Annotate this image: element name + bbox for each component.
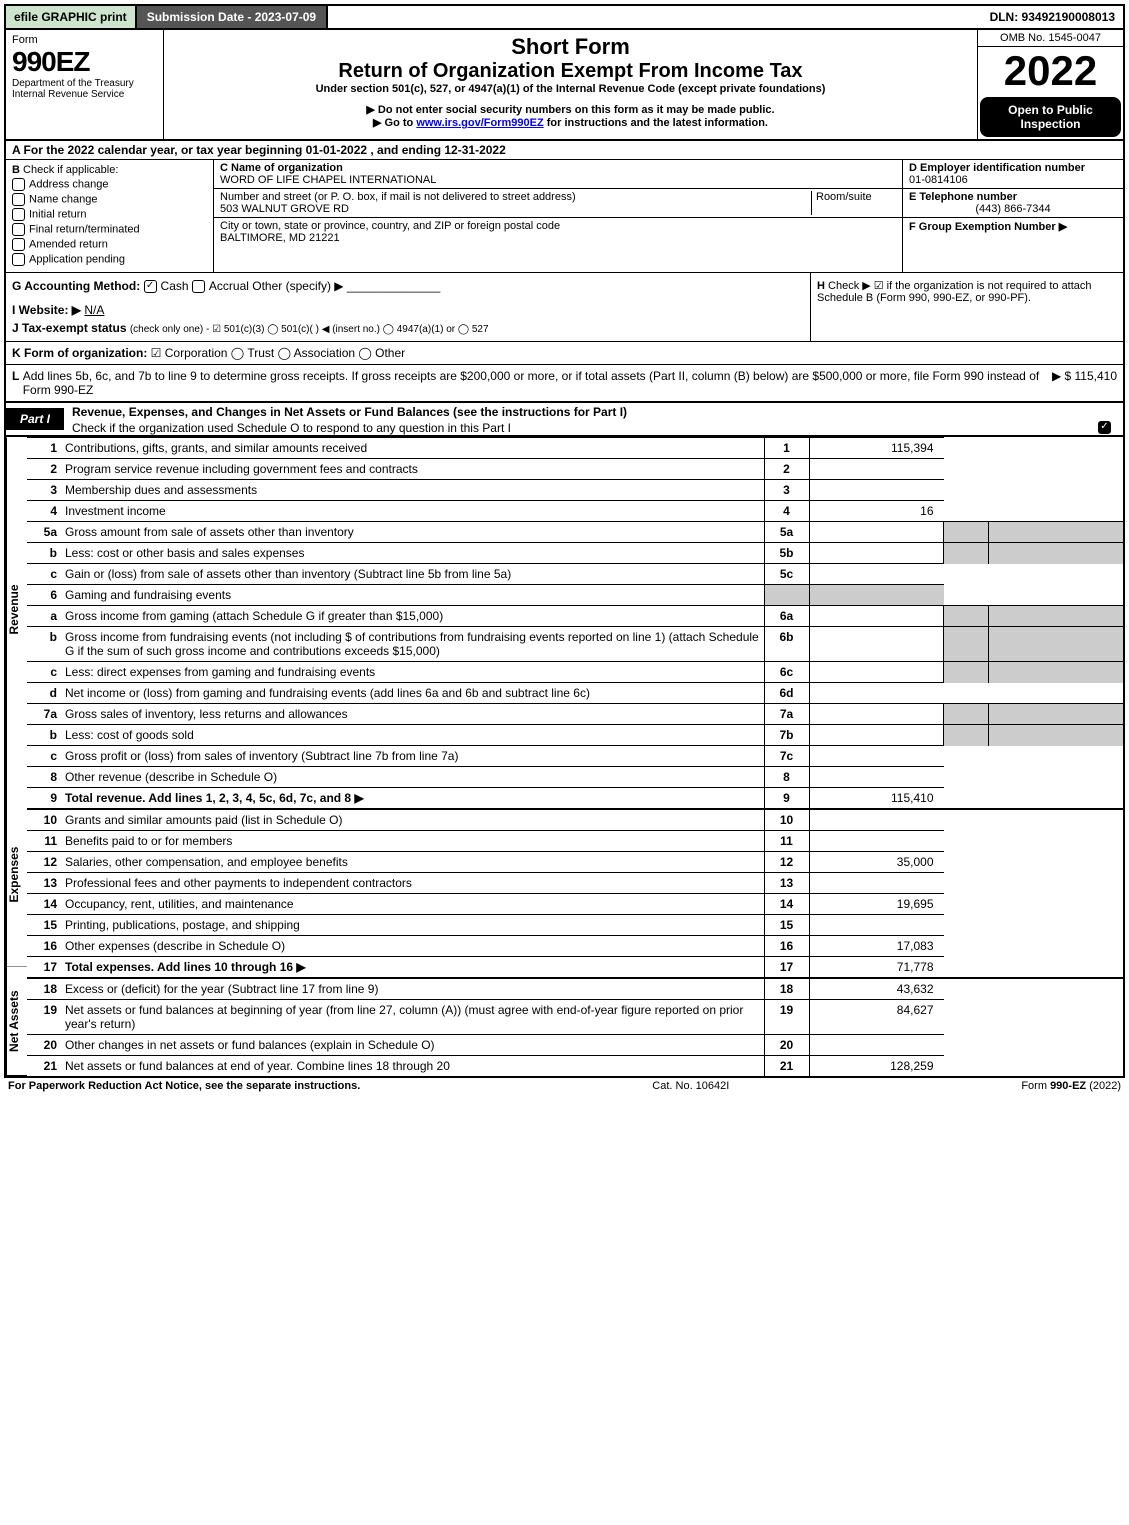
header-right: OMB No. 1545-0047 2022 Open to Public In… <box>977 30 1123 139</box>
f-label: F Group Exemption Number ▶ <box>909 221 1067 233</box>
checkbox-icon[interactable] <box>12 223 25 236</box>
checkbox-icon[interactable] <box>12 238 25 251</box>
checkbox-checked-icon[interactable] <box>144 280 157 293</box>
check-initial[interactable]: Initial return <box>12 208 207 221</box>
dln: DLN: 93492190008013 <box>982 6 1123 28</box>
room-suite: Room/suite <box>811 191 896 215</box>
footer-left: For Paperwork Reduction Act Notice, see … <box>8 1080 360 1092</box>
checkbox-icon[interactable] <box>12 208 25 221</box>
subtitle: Return of Organization Exempt From Incom… <box>168 60 973 83</box>
net-assets-label: Net Assets <box>6 967 27 1076</box>
l-amount: ▶ $ 115,410 <box>1052 369 1117 397</box>
section-l: L Add lines 5b, 6c, and 7b to line 9 to … <box>6 365 1123 401</box>
omb: OMB No. 1545-0047 <box>978 30 1123 47</box>
efile-print-button[interactable]: efile GRAPHIC print <box>6 6 137 28</box>
part-1-label: Part I <box>6 408 64 430</box>
l-label: L <box>12 369 19 397</box>
part-1-title: Revenue, Expenses, and Changes in Net As… <box>64 403 1123 421</box>
spacer <box>328 6 981 28</box>
phone: (443) 866-7344 <box>909 203 1117 215</box>
cash-label: Cash <box>161 279 189 293</box>
k-label: K Form of organization: <box>12 346 147 360</box>
header: Form 990EZ Department of the Treasury In… <box>6 30 1123 141</box>
b-label: B <box>12 164 20 176</box>
checkbox-checked-icon[interactable] <box>1098 421 1111 434</box>
section-c: C Name of organization WORD OF LIFE CHAP… <box>214 160 902 272</box>
section-k: K Form of organization: ☑ Corporation ◯ … <box>6 342 1123 365</box>
form-number: 990EZ <box>12 46 157 78</box>
part-1-check-text: Check if the organization used Schedule … <box>72 421 511 435</box>
footer-right: Form 990-EZ (2022) <box>1021 1080 1121 1092</box>
h-text: Check ▶ ☑ if the organization is not req… <box>817 280 1092 304</box>
check-name[interactable]: Name change <box>12 193 207 206</box>
submission-date: Submission Date - 2023-07-09 <box>137 6 328 28</box>
footer: For Paperwork Reduction Act Notice, see … <box>4 1078 1125 1094</box>
k-text: ☑ Corporation ◯ Trust ◯ Association ◯ Ot… <box>151 346 405 360</box>
accrual-label: Accrual <box>209 279 249 293</box>
j-text: (check only one) - ☑ 501(c)(3) ◯ 501(c)(… <box>130 324 489 335</box>
bullet-1: ▶ Do not enter social security numbers o… <box>168 103 973 116</box>
b-check-label: Check if applicable: <box>23 164 118 176</box>
check-address[interactable]: Address change <box>12 178 207 191</box>
part-1-header: Part I Revenue, Expenses, and Changes in… <box>6 401 1123 437</box>
l-text: Add lines 5b, 6c, and 7b to line 9 to de… <box>23 369 1052 397</box>
city: BALTIMORE, MD 21221 <box>220 232 340 244</box>
irs: Internal Revenue Service <box>12 89 157 100</box>
header-left: Form 990EZ Department of the Treasury In… <box>6 30 164 139</box>
bullet-2: ▶ Go to www.irs.gov/Form990EZ for instru… <box>168 116 973 129</box>
c-name-label: C Name of organization <box>220 162 343 174</box>
top-bar: efile GRAPHIC print Submission Date - 20… <box>4 4 1125 30</box>
street-label: Number and street (or P. O. box, if mail… <box>220 191 576 203</box>
form-frame: Form 990EZ Department of the Treasury In… <box>4 30 1125 1078</box>
section-a: A For the 2022 calendar year, or tax yea… <box>6 141 1123 160</box>
open-to-public: Open to Public Inspection <box>980 97 1121 137</box>
h-label: H <box>817 280 825 292</box>
checkbox-icon[interactable] <box>12 178 25 191</box>
check-amended[interactable]: Amended return <box>12 238 207 251</box>
checkbox-icon[interactable] <box>192 280 205 293</box>
org-name: WORD OF LIFE CHAPEL INTERNATIONAL <box>220 174 436 186</box>
short-form-title: Short Form <box>168 34 973 60</box>
under-section: Under section 501(c), 527, or 4947(a)(1)… <box>168 83 973 95</box>
j-label: J Tax-exempt status <box>12 321 127 335</box>
checkbox-icon[interactable] <box>12 253 25 266</box>
revenue-label: Revenue <box>6 437 27 782</box>
city-label: City or town, state or province, country… <box>220 220 560 232</box>
header-center: Short Form Return of Organization Exempt… <box>164 30 977 139</box>
footer-mid: Cat. No. 10642I <box>652 1080 729 1092</box>
d-label: D Employer identification number <box>909 162 1085 174</box>
irs-link[interactable]: www.irs.gov/Form990EZ <box>416 117 543 129</box>
info-right: D Employer identification number 01-0814… <box>902 160 1123 272</box>
street: 503 WALNUT GROVE RD <box>220 203 349 215</box>
checkbox-icon[interactable] <box>12 193 25 206</box>
g-label: G Accounting Method: <box>12 279 140 293</box>
lines-table: 1Contributions, gifts, grants, and simil… <box>27 437 1123 1076</box>
website: N/A <box>84 303 104 317</box>
expenses-label: Expenses <box>6 783 27 968</box>
tax-year: 2022 <box>978 47 1123 95</box>
other-label: Other (specify) ▶ <box>252 279 343 293</box>
check-pending[interactable]: Application pending <box>12 253 207 266</box>
e-label: E Telephone number <box>909 191 1017 203</box>
part-1-body: Revenue Expenses Net Assets 1Contributio… <box>6 437 1123 1076</box>
section-g: G Accounting Method: Cash Accrual Other … <box>6 273 810 341</box>
i-label: I Website: ▶ <box>12 303 81 317</box>
ein: 01-0814106 <box>909 174 968 186</box>
form-label: Form <box>12 34 157 46</box>
section-h: H Check ▶ ☑ if the organization is not r… <box>810 273 1123 341</box>
check-final[interactable]: Final return/terminated <box>12 223 207 236</box>
info-grid: B Check if applicable: Address change Na… <box>6 160 1123 273</box>
section-b: B Check if applicable: Address change Na… <box>6 160 214 272</box>
dept: Department of the Treasury <box>12 78 157 89</box>
